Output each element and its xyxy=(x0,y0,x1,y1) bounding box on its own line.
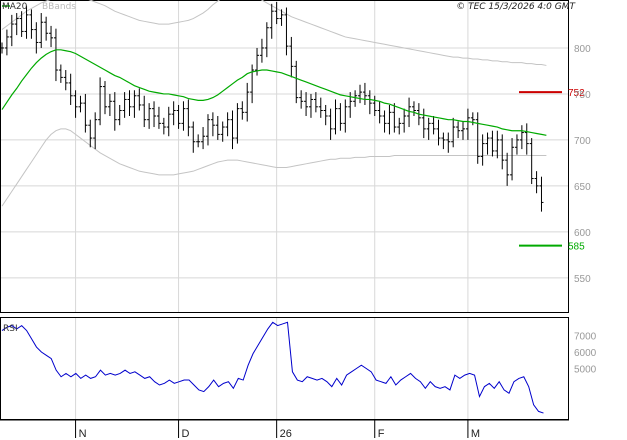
price-tick-label: 650 xyxy=(574,182,591,193)
date-tick-label: 26 xyxy=(280,428,292,440)
rsi-polyline xyxy=(1,321,544,414)
date-axis-ticks: N D 26 F M xyxy=(75,420,480,440)
rsi-axis-ticks: 5000 6000 7000 xyxy=(574,332,597,376)
date-tick-label: D xyxy=(182,428,190,440)
price-tick-label: 600 xyxy=(574,228,591,239)
ma20-legend-label: MA20 xyxy=(2,2,28,12)
price-levels: 752 585 xyxy=(519,88,585,253)
price-tick-label: 550 xyxy=(574,274,591,285)
source-timestamp: © TEC 15/3/2026 4:0 GMT xyxy=(456,2,576,12)
bbands-upper-line xyxy=(1,0,547,66)
price-panel-frame xyxy=(0,0,569,313)
bbands-legend-label: BBands xyxy=(42,2,76,12)
resistance-level-label: 752 xyxy=(568,88,585,99)
price-tick-label: 700 xyxy=(574,136,591,147)
date-tick-label: F xyxy=(378,428,385,440)
rsi-tick-label: 7000 xyxy=(574,332,597,343)
price-tick-label: 750 xyxy=(574,90,591,101)
rsi-tick-label: 6000 xyxy=(574,348,597,359)
bollinger-bands xyxy=(1,0,547,207)
ma20-polyline xyxy=(1,49,547,136)
rsi-line xyxy=(1,321,544,414)
price-axis-ticks: 550 600 650 700 750 800 xyxy=(574,44,591,285)
date-tick-label: N xyxy=(79,428,87,440)
rsi-panel-title: RSI xyxy=(3,324,18,334)
rsi-panel-frame xyxy=(0,317,569,420)
grid-lines xyxy=(1,1,568,419)
ma20-line xyxy=(1,49,547,136)
bbands-lower-line xyxy=(1,128,547,207)
date-tick-label: M xyxy=(471,428,480,440)
support-level-label: 585 xyxy=(568,242,585,253)
price-bars xyxy=(0,2,544,212)
price-tick-label: 800 xyxy=(574,44,591,55)
rsi-tick-label: 5000 xyxy=(574,365,597,376)
